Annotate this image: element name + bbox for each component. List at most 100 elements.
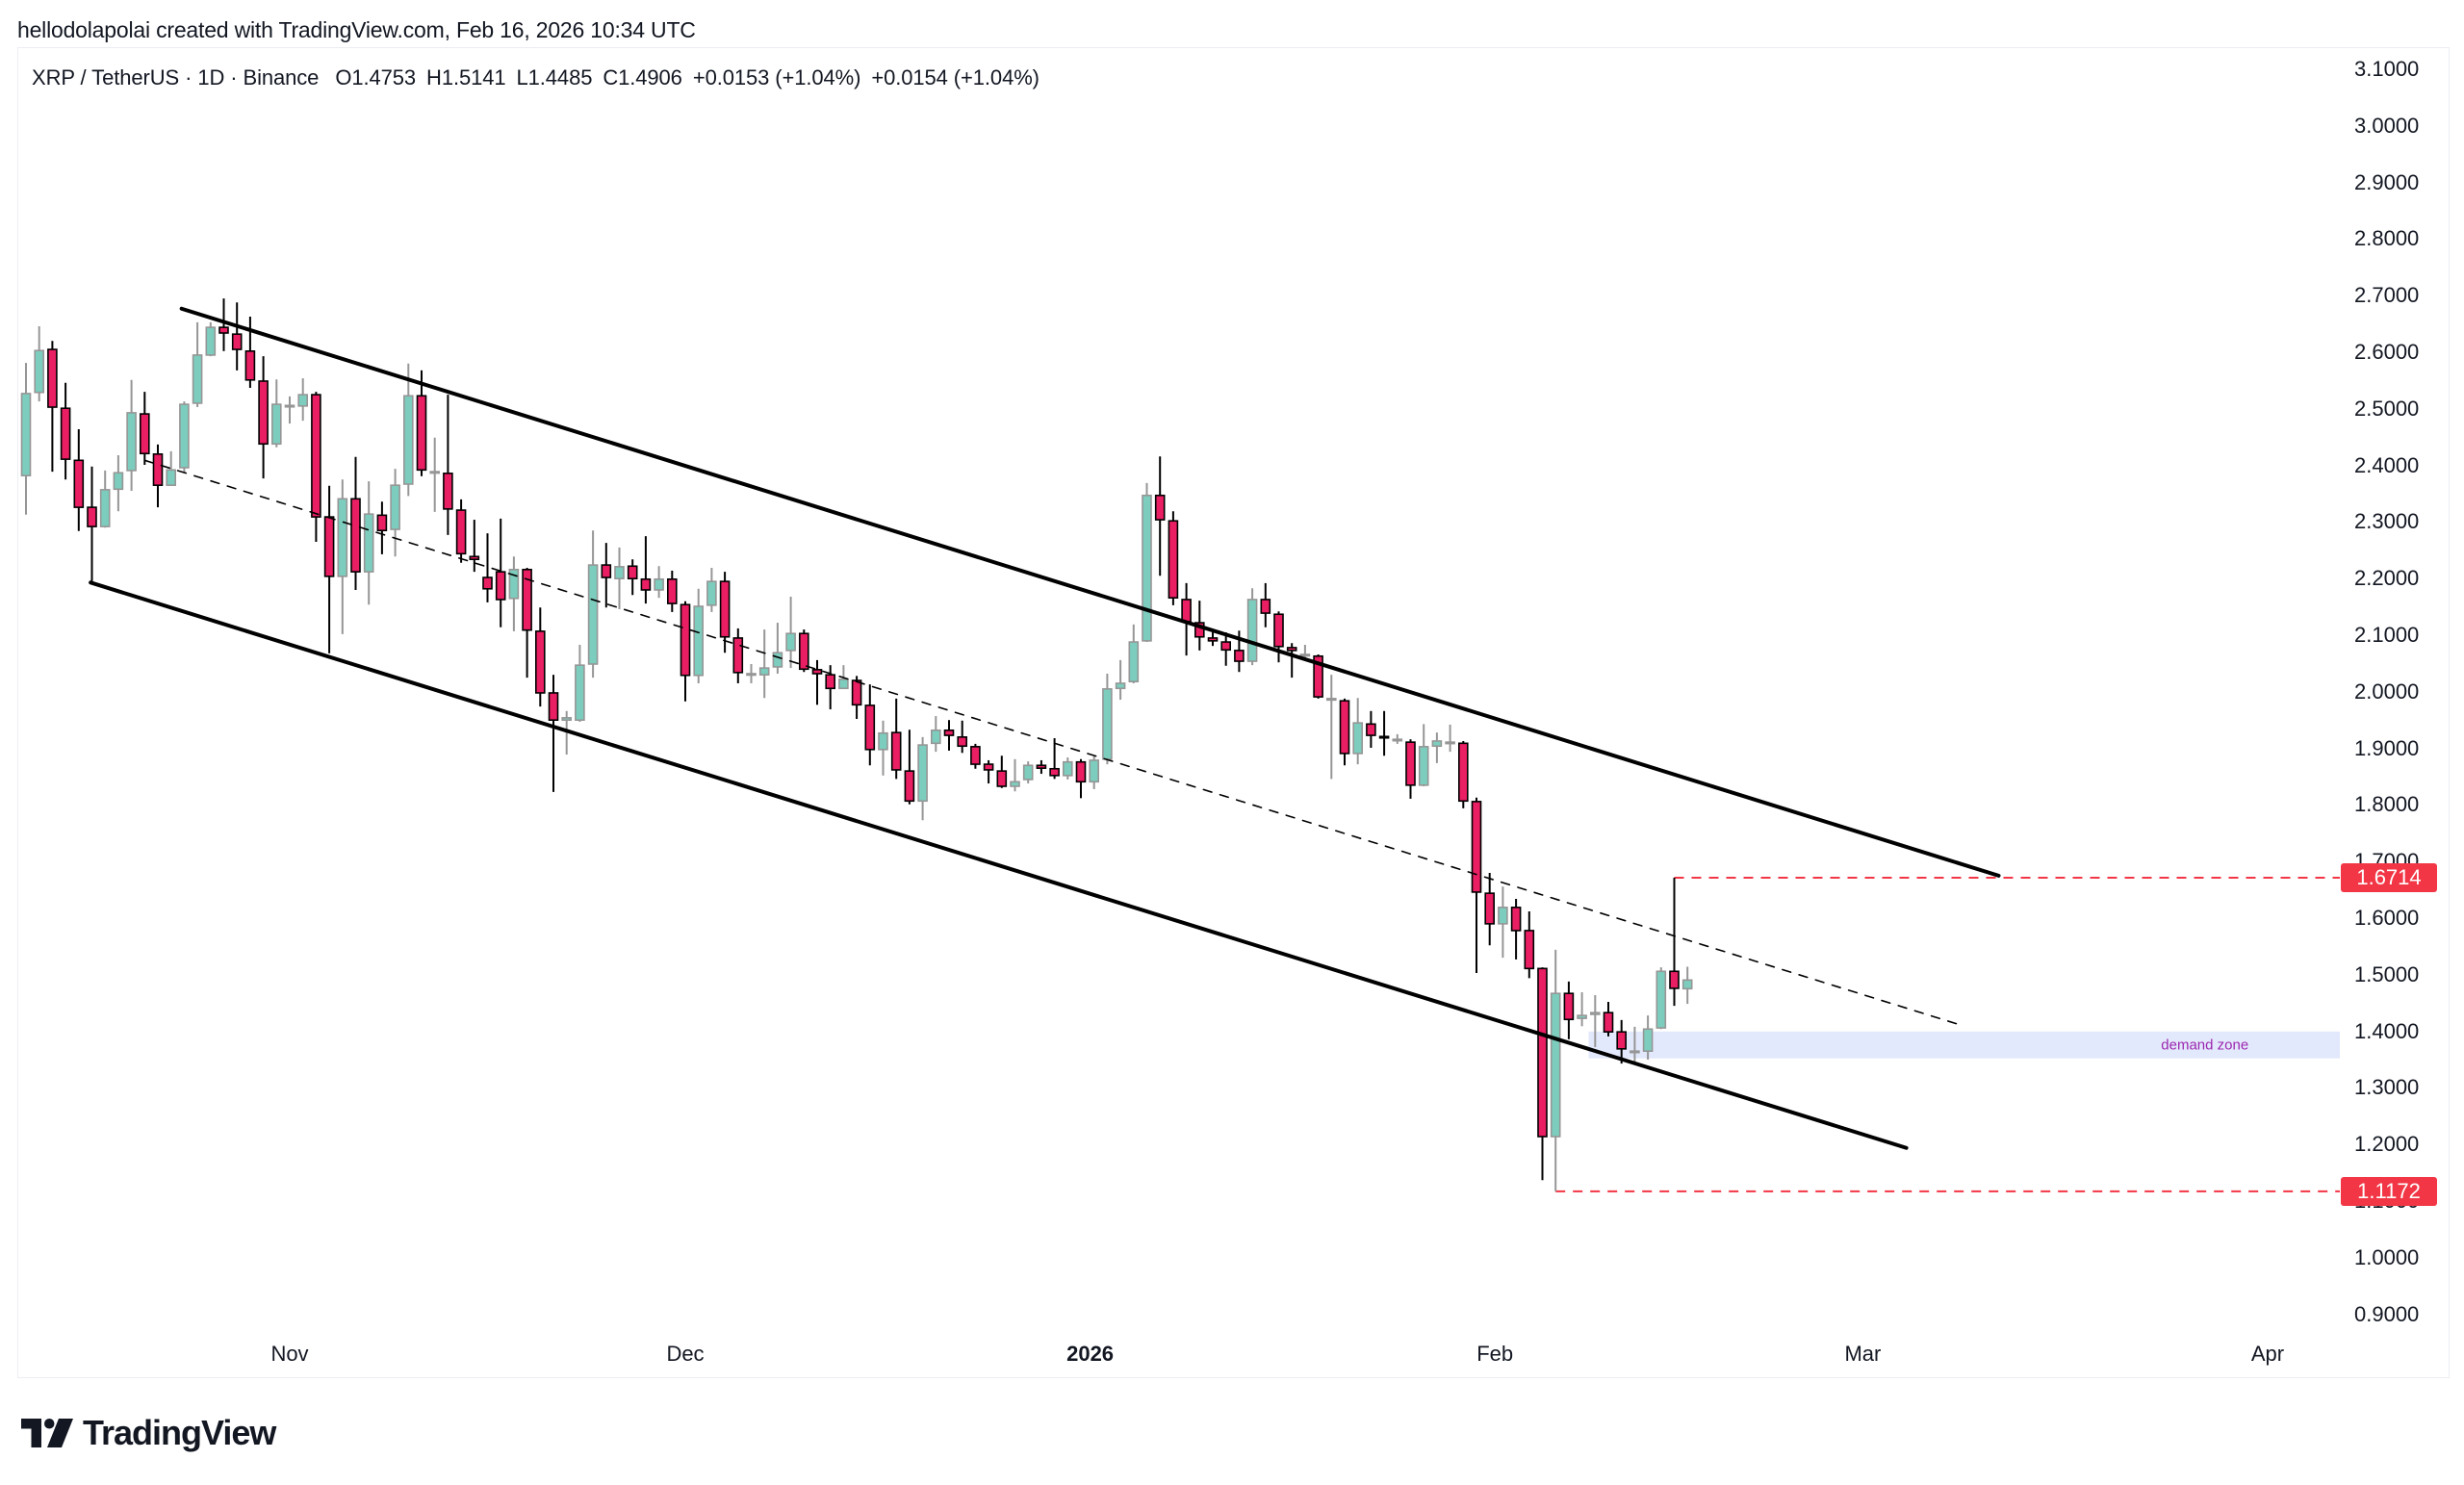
channel-lower-line [89,580,1909,1150]
candle [34,325,45,402]
time-axis-label: Feb [1476,1342,1514,1366]
candle [1603,1002,1614,1037]
price-axis-label: 1.9000 [2354,735,2420,760]
candle [1590,994,1601,1048]
demand-zone [1588,1031,2340,1059]
candle [192,321,203,408]
candle [140,392,150,466]
candle [1458,740,1469,808]
candle [1286,643,1297,678]
candle [126,379,137,492]
candle [1063,757,1073,780]
chart-caption: hellodolapolai created with TradingView.… [17,17,696,42]
candle [1418,724,1429,786]
candle [270,379,282,448]
price-axis-label: 1.2000 [2354,1132,2420,1157]
candle [87,466,97,585]
price-axis-label: 2.5000 [2354,396,2420,421]
candle [575,644,585,722]
candle [1154,456,1166,576]
candle [1630,1026,1640,1063]
candle [231,302,243,371]
candle [152,444,164,508]
candle [1366,710,1376,749]
candle [534,607,546,707]
candle [930,716,941,753]
ohlc-close: C1.4906 [603,65,682,90]
price-tag: 1.1172 [2341,1176,2437,1206]
candle [983,759,994,784]
candle [284,396,295,424]
candle [1563,981,1575,1039]
candle [1168,511,1179,605]
candle [890,698,902,780]
candle [311,392,321,542]
candle [680,601,691,702]
symbol-legend: XRP / TetherUS · 1D · Binance O1.4753 H1.… [32,65,1050,90]
candle [666,570,678,612]
candle [1498,886,1508,959]
channel-mid-line [143,459,1961,1026]
candle [587,530,599,678]
candle [1616,1019,1627,1064]
candle [943,720,955,751]
candle [772,623,783,674]
candle [337,479,348,634]
symbol-title[interactable]: XRP / TetherUS · 1D · Binance [32,65,320,90]
candle [825,665,836,710]
candle [99,470,111,528]
candle [746,663,757,683]
candle [1115,659,1126,701]
time-axis-label: 2026 [1066,1342,1115,1366]
candle [785,597,796,669]
channel-upper-line [179,306,2001,878]
candle [1207,632,1219,647]
candle [1326,675,1337,780]
candle [1378,710,1390,756]
candle [1392,733,1403,744]
price-axis-label: 3.1000 [2354,57,2420,81]
price-axis-label: 2.2000 [2354,566,2420,591]
price-axis-label: 0.9000 [2354,1301,2420,1326]
ohlc-low: L1.4485 [516,65,593,90]
price-axis-label: 2.1000 [2354,623,2420,647]
candle [719,572,731,653]
chart-pane[interactable] [17,47,2450,1378]
candle [323,485,335,653]
candle [627,559,638,596]
candle [1537,967,1548,1181]
candle [469,520,480,573]
candle [47,341,58,473]
candle [904,730,915,805]
candle [1102,673,1113,765]
candle [1075,758,1087,799]
ohlc-change-alt: +0.0154 (+1.04%) [871,65,1040,90]
candle [1022,761,1034,784]
price-axis-label: 1.5000 [2354,961,2420,986]
candle [218,298,229,351]
candle [614,547,625,609]
candle [429,437,441,512]
candle [376,501,388,554]
price-axis-label: 2.9000 [2354,169,2420,194]
candle [917,736,928,821]
candle [851,676,862,720]
candle [970,743,981,769]
candle [811,659,823,705]
tradingview-logo-text: TradingView [83,1413,276,1452]
price-axis-label: 2.3000 [2354,509,2420,534]
candle [706,568,717,612]
candle [416,370,427,476]
candle [1036,759,1047,775]
candle [1352,698,1363,765]
price-axis-label: 3.0000 [2354,113,2420,138]
candle [1445,724,1455,753]
tradingview-logo[interactable]: TradingView [21,1413,276,1453]
price-axis-label: 2.6000 [2354,340,2420,364]
candle [1431,732,1443,763]
candle [113,455,124,512]
time-axis-label: Nov [270,1342,309,1366]
candle [1273,611,1284,663]
candle [297,378,309,422]
